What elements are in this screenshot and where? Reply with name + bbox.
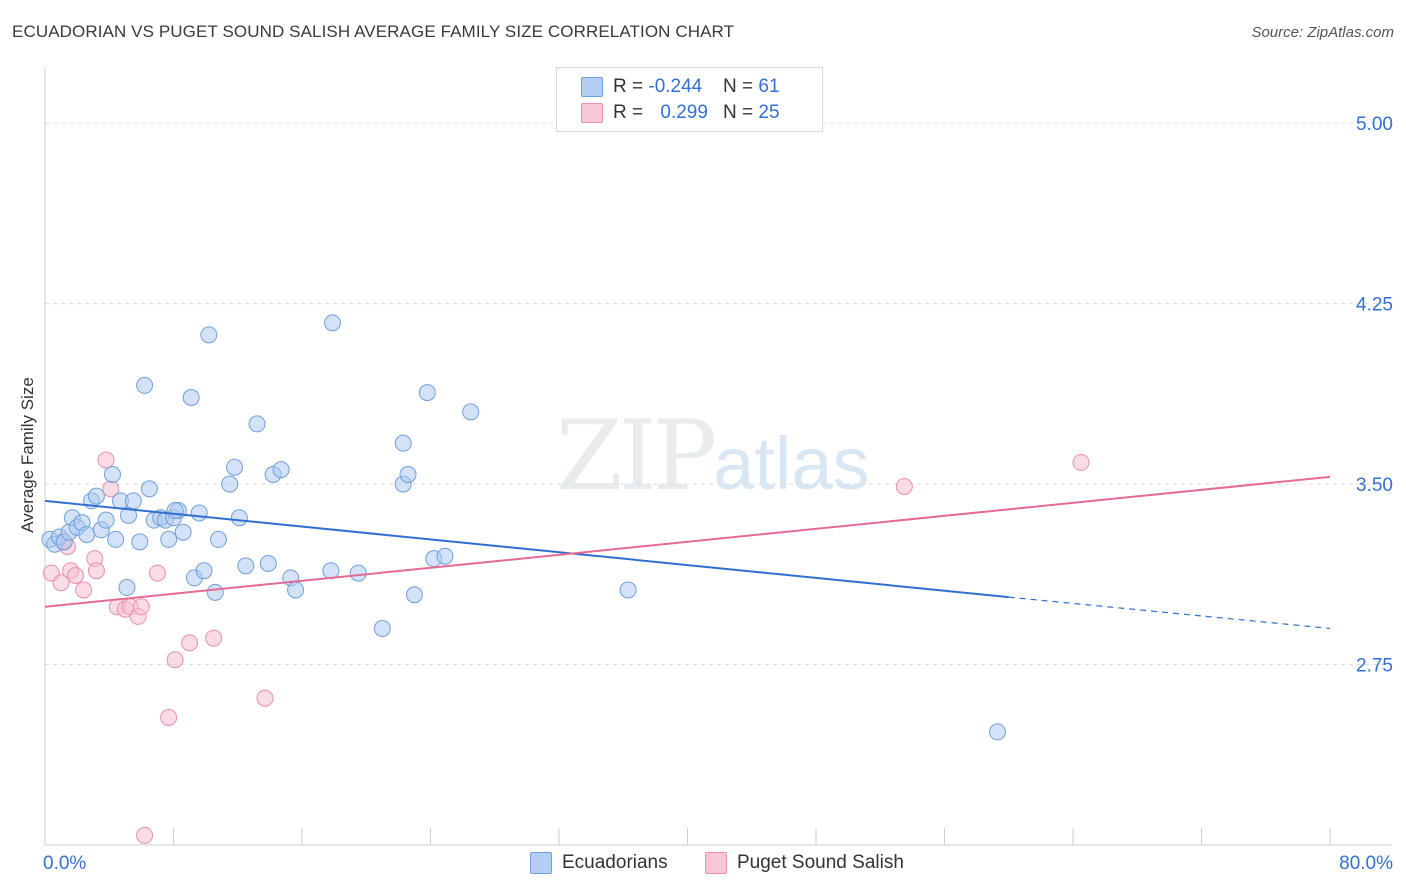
series-swatch-ecuadorians — [530, 852, 552, 874]
y-tick-label: 5.00 — [1356, 114, 1393, 135]
puget-point — [160, 708, 178, 726]
ecuadorian-point — [436, 547, 454, 565]
puget-point — [132, 598, 150, 616]
series-label-ecuadorians: Ecuadorians — [562, 852, 668, 873]
ecuadorians-trend-line — [44, 499, 1009, 599]
x-tick-label: 0.0% — [43, 853, 86, 874]
ecuadorian-point — [107, 530, 125, 548]
ecuadorian-point — [209, 530, 227, 548]
ecuadorian-point — [272, 461, 290, 479]
puget-point — [895, 477, 913, 495]
ecuadorian-point — [287, 581, 305, 599]
series-legend-ecuadorians: Ecuadorians — [530, 852, 668, 874]
ecuadorian-point — [619, 581, 637, 599]
ecuadorian-point — [418, 384, 436, 402]
x-tick-label: 80.0% — [1339, 853, 1393, 874]
ecuadorian-point — [124, 492, 142, 510]
series-swatch-puget — [705, 852, 727, 874]
ecuadorian-point — [140, 480, 158, 498]
y-tick-label: 4.25 — [1356, 295, 1393, 316]
series-label-puget: Puget Sound Salish — [737, 852, 904, 873]
ecuadorian-point — [131, 533, 149, 551]
ecuadorian-point — [136, 376, 154, 394]
legend-swatch-ecuadorians — [581, 77, 603, 97]
puget-trend-line — [44, 475, 1331, 608]
ecuadorian-point — [118, 579, 136, 597]
ecuadorian-point — [324, 314, 342, 332]
puget-point — [1072, 453, 1090, 471]
source-note: Source: ZipAtlas.com — [1251, 24, 1394, 41]
ecuadorian-point — [259, 554, 277, 572]
puget-point — [166, 651, 184, 669]
puget-point — [67, 567, 85, 584]
ecuadorian-point — [190, 504, 208, 522]
ecuadorian-point — [248, 415, 266, 433]
chart-title: ECUADORIAN VS PUGET SOUND SALISH AVERAGE… — [12, 22, 735, 41]
ecuadorian-point — [103, 465, 121, 483]
ecuadorian-point — [373, 619, 391, 637]
watermark-atlas: atlas — [713, 422, 870, 505]
puget-point — [75, 581, 93, 599]
ecuadorian-point — [206, 583, 224, 601]
puget-point — [97, 451, 115, 469]
legend-row-puget: R = 0.299 N = 25 — [581, 101, 780, 125]
ecuadorian-point — [200, 326, 218, 344]
ecuadorian-point — [399, 465, 417, 483]
ecuadorian-point — [78, 526, 96, 544]
ecuadorian-point — [174, 523, 192, 541]
ecuadorian-point — [87, 487, 105, 505]
legend-swatch-puget — [581, 103, 603, 123]
legend-row-ecuadorians: R = -0.244 N = 61 — [581, 75, 780, 99]
legend-n-puget: N = 25 — [723, 102, 780, 123]
ecuadorian-point — [405, 586, 423, 604]
puget-point — [181, 634, 199, 652]
watermark: ZIPatlas — [556, 400, 870, 512]
watermark-zip: ZIP — [556, 400, 717, 512]
series-legend-puget: Puget Sound Salish — [705, 852, 904, 874]
y-tick-label: 2.75 — [1356, 656, 1393, 677]
puget-point — [205, 629, 223, 647]
ecuadorian-point — [97, 511, 115, 529]
ecuadorian-point — [349, 564, 367, 582]
ecuadorian-point — [462, 403, 480, 421]
ecuadorian-point — [230, 509, 248, 527]
ecuadorian-point — [160, 530, 178, 548]
ecuadorian-point — [237, 557, 255, 575]
ecuadorian-point — [221, 475, 239, 493]
ecuadorian-point — [394, 434, 412, 452]
ecuadorian-point — [989, 723, 1007, 741]
puget-point — [87, 562, 105, 580]
puget-point — [148, 564, 166, 582]
puget-point — [136, 826, 154, 844]
puget-point — [256, 689, 274, 707]
ecuadorian-point — [195, 562, 213, 580]
ecuadorian-point — [182, 388, 200, 406]
y-tick-label: 3.50 — [1356, 475, 1393, 496]
legend-n-ecuadorians: N = 61 — [723, 76, 780, 97]
legend-r-ecuadorians: R = -0.244 — [613, 76, 703, 97]
puget-point — [52, 574, 70, 592]
correlation-legend: R = -0.244 N = 61 R = 0.299 N = 25 — [556, 67, 823, 132]
ecuadorian-point — [322, 562, 340, 580]
ecuadorian-point — [166, 502, 184, 520]
ecuadorians-trend-extension — [1008, 596, 1331, 630]
legend-r-puget: R = 0.299 — [613, 102, 708, 123]
ecuadorian-point — [226, 458, 244, 476]
